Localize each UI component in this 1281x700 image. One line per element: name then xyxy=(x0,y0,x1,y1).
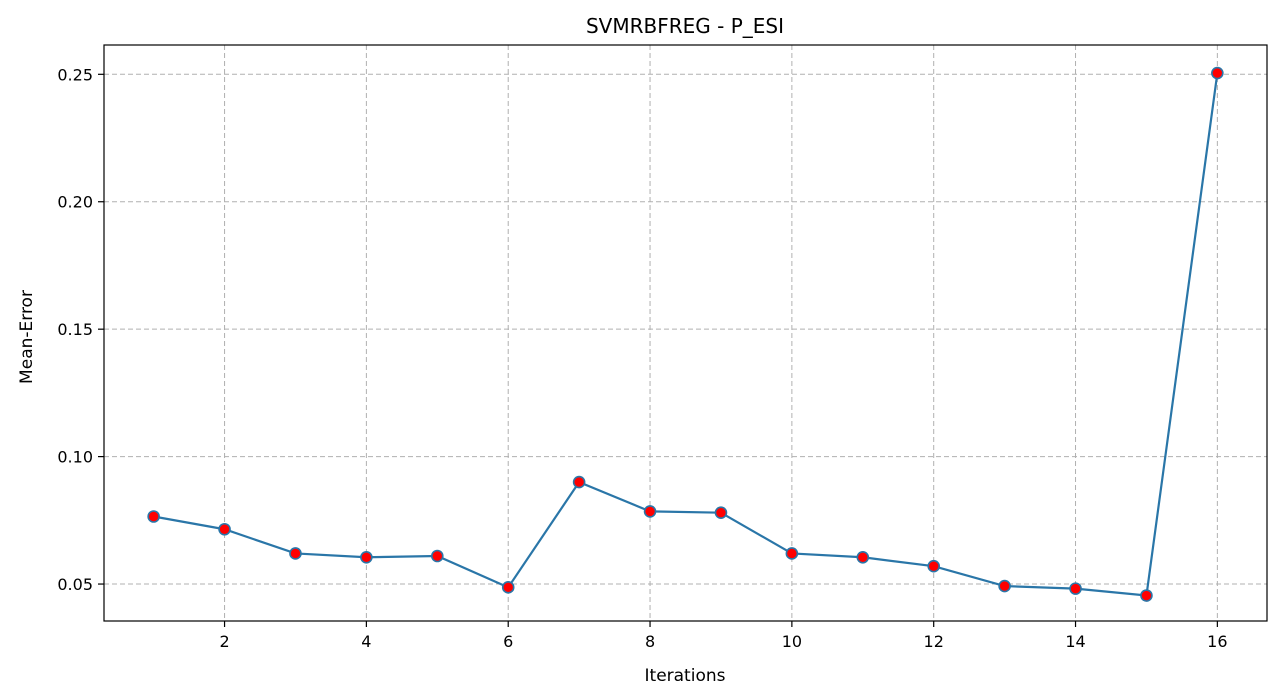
data-point xyxy=(430,549,444,563)
y-axis-label: Mean-Error xyxy=(17,290,37,384)
x-tick-label: 16 xyxy=(1207,632,1227,651)
data-point xyxy=(289,547,302,560)
data-point xyxy=(1069,582,1082,595)
data-point xyxy=(147,510,160,523)
data-point xyxy=(714,506,728,519)
x-tick-label: 12 xyxy=(924,632,944,651)
x-tick-label: 2 xyxy=(219,632,229,651)
chart-title: SVMRBFREG - P_ESI xyxy=(586,14,784,38)
grid-lines xyxy=(104,45,1267,621)
data-point xyxy=(927,559,941,573)
x-tick-label: 14 xyxy=(1065,632,1085,651)
y-tick-label: 0.20 xyxy=(57,193,93,212)
data-point xyxy=(572,475,586,489)
data-point xyxy=(218,522,231,536)
x-tick-label: 10 xyxy=(782,632,802,651)
data-point xyxy=(360,550,373,564)
data-point xyxy=(998,579,1011,593)
data-point xyxy=(1211,66,1224,80)
data-point xyxy=(1140,589,1153,602)
y-tick-label: 0.10 xyxy=(57,448,93,467)
x-axis-label: Iterations xyxy=(645,666,726,686)
x-tick-label: 4 xyxy=(361,632,371,651)
x-tick-label: 6 xyxy=(503,632,513,651)
data-point xyxy=(785,547,799,560)
x-axis-ticks: 2 4 6 8 10 12 14 16 xyxy=(219,621,1228,651)
data-point xyxy=(856,550,870,564)
y-tick-label: 0.25 xyxy=(57,65,93,84)
x-tick-label: 8 xyxy=(645,632,655,651)
data-point xyxy=(501,581,515,594)
data-point xyxy=(643,505,657,518)
plot-frame xyxy=(103,44,1268,622)
y-tick-label: 0.05 xyxy=(57,575,93,594)
plot-series xyxy=(147,66,1224,602)
series-line xyxy=(153,72,1219,597)
y-tick-label: 0.15 xyxy=(57,320,93,339)
y-axis-ticks: 0.05 0.10 0.15 0.20 0.25 xyxy=(57,65,104,594)
